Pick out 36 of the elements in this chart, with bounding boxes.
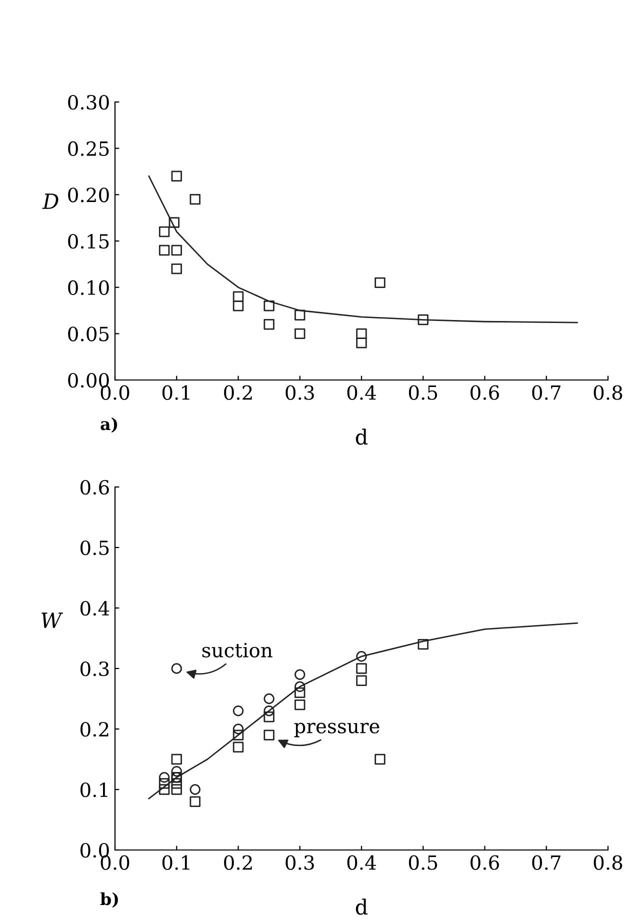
- x-tick-label: 0.1: [162, 385, 190, 400]
- x-axis-title: d: [356, 898, 368, 915]
- x-tick-label: 0.1: [162, 855, 190, 870]
- x-tick-label: 0.8: [594, 855, 622, 870]
- annotation: suction: [202, 642, 272, 658]
- x-tick-label: 0.2: [224, 385, 252, 400]
- x-tick-label: 0.6: [470, 385, 499, 400]
- y-tick-label: 0.20: [68, 188, 109, 202]
- y-tick-label: 0.15: [68, 234, 109, 249]
- x-tick-label: 0.2: [224, 855, 252, 870]
- y-tick-label: 0.10: [68, 280, 109, 295]
- x-tick-label: 0.4: [347, 855, 376, 870]
- y-tick-label: 0.25: [68, 141, 109, 156]
- annotation: pressure: [294, 722, 380, 738]
- x-tick-label: 0.3: [286, 385, 314, 400]
- y-tick-label: 0.4: [80, 600, 110, 616]
- text: a): [100, 417, 118, 433]
- y-tick-label: 0.1: [80, 782, 108, 798]
- y-axis-title: D: [42, 194, 58, 209]
- x-tick-label: 0.4: [347, 385, 376, 400]
- y-tick-label: 0.6: [80, 480, 109, 495]
- x-tick-label: 0.7: [532, 855, 560, 870]
- x-tick-label: 0.5: [408, 855, 438, 870]
- y-tick-label: 0.5: [80, 540, 109, 556]
- y-axis-title: W: [42, 612, 64, 628]
- x-tick-label: 0.3: [286, 855, 314, 870]
- y-tick-label: 0.3: [80, 661, 109, 676]
- x-tick-label: 0.5: [408, 385, 438, 400]
- x-axis-title: d: [356, 428, 368, 445]
- x-tick-label: 0.8: [594, 385, 622, 400]
- text: b): [100, 892, 118, 908]
- y-tick-label: 0.05: [68, 326, 109, 342]
- y-tick-label: 0.30: [68, 94, 109, 110]
- x-tick-label: 0.6: [470, 855, 499, 870]
- y-tick-label: 0.2: [80, 722, 108, 737]
- x-tick-label: 0.7: [532, 385, 560, 400]
